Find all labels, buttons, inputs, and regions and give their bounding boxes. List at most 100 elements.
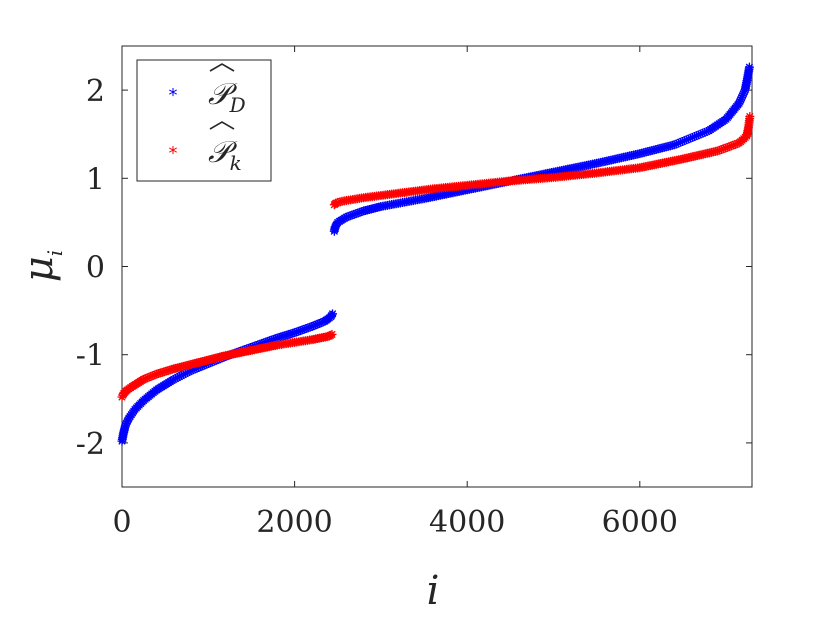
data-point — [312, 319, 322, 329]
legend-box — [136, 59, 272, 182]
data-point — [169, 374, 179, 384]
x-tick-label: 6000 — [602, 505, 678, 540]
legend-hat — [209, 63, 235, 72]
x-tick-label: 4000 — [429, 505, 505, 540]
data-point — [327, 329, 337, 339]
data-point — [178, 369, 188, 379]
data-point — [144, 372, 154, 382]
data-point — [270, 334, 280, 344]
data-point — [738, 91, 748, 101]
data-point — [673, 138, 683, 148]
legend: * 𝒫D * 𝒫k — [136, 59, 272, 182]
data-point — [351, 209, 361, 219]
data-point — [341, 212, 351, 222]
data-point — [728, 140, 738, 150]
data-point — [297, 325, 307, 335]
data-point — [745, 112, 755, 122]
data-point — [196, 362, 206, 372]
data-point — [295, 326, 305, 336]
data-point — [343, 211, 353, 221]
data-point — [259, 338, 269, 348]
data-point — [188, 365, 198, 375]
x-tick-label: 2000 — [256, 505, 332, 540]
data-point — [180, 369, 190, 379]
data-point — [328, 309, 338, 319]
data-point — [712, 146, 722, 156]
y-tick-label: 2 — [86, 74, 105, 109]
data-point — [682, 135, 692, 145]
legend-marker: * — [169, 143, 178, 164]
data-point — [692, 131, 702, 141]
data-point — [290, 328, 300, 338]
data-point — [192, 363, 202, 373]
series-k — [117, 112, 755, 402]
data-layer — [117, 62, 755, 446]
data-point — [735, 96, 745, 106]
y-tick-label: 1 — [86, 162, 105, 197]
data-point — [142, 373, 152, 383]
data-point — [736, 95, 746, 105]
data-point — [349, 209, 359, 219]
data-point — [739, 87, 749, 97]
y-tick-label: 0 — [86, 251, 105, 286]
data-point — [261, 337, 271, 347]
data-point — [347, 210, 357, 220]
data-point — [176, 370, 186, 380]
data-point — [718, 144, 728, 154]
data-point — [175, 371, 185, 381]
data-point — [190, 364, 200, 374]
legend-marker: * — [169, 85, 178, 106]
data-point — [353, 208, 363, 218]
data-point — [316, 318, 326, 328]
data-point — [146, 371, 156, 381]
legend-label-1-sub: D — [229, 93, 246, 117]
data-point — [737, 93, 747, 103]
data-point — [184, 367, 194, 377]
data-point — [688, 132, 698, 142]
data-point — [265, 336, 275, 346]
data-point — [194, 362, 204, 372]
data-point — [744, 62, 754, 72]
data-point — [269, 334, 279, 344]
svg-text:μi: μi — [16, 250, 67, 282]
data-point — [716, 145, 726, 155]
data-point — [720, 143, 730, 153]
data-point — [671, 139, 681, 149]
data-point — [345, 211, 355, 221]
data-point — [698, 128, 708, 138]
data-point — [732, 139, 742, 149]
y-tick-label: -1 — [76, 339, 105, 374]
legend-hat — [209, 121, 235, 130]
data-point — [686, 133, 696, 143]
data-point — [734, 98, 744, 108]
data-point — [357, 207, 367, 217]
data-point — [293, 326, 303, 336]
data-point — [722, 142, 732, 152]
data-point — [182, 368, 192, 378]
data-point — [314, 318, 324, 328]
legend-label-2-sub: k — [230, 151, 242, 175]
data-point — [140, 374, 150, 384]
x-tick-label: 0 — [112, 505, 131, 540]
data-point — [139, 374, 149, 384]
data-point — [305, 322, 315, 332]
data-point — [257, 338, 267, 348]
data-point — [150, 370, 160, 380]
data-point — [186, 366, 196, 376]
data-point — [318, 317, 328, 327]
data-point — [669, 140, 679, 150]
data-point — [148, 371, 158, 381]
data-point — [724, 142, 734, 152]
data-point — [730, 139, 740, 149]
data-point — [675, 137, 685, 147]
y-tick-label: -2 — [76, 427, 105, 462]
data-point — [311, 320, 321, 330]
data-point — [694, 130, 704, 140]
data-point — [171, 373, 181, 383]
data-point — [307, 321, 317, 331]
data-point — [714, 145, 724, 155]
data-point — [726, 141, 736, 151]
data-point — [299, 324, 309, 334]
data-point — [263, 336, 273, 346]
